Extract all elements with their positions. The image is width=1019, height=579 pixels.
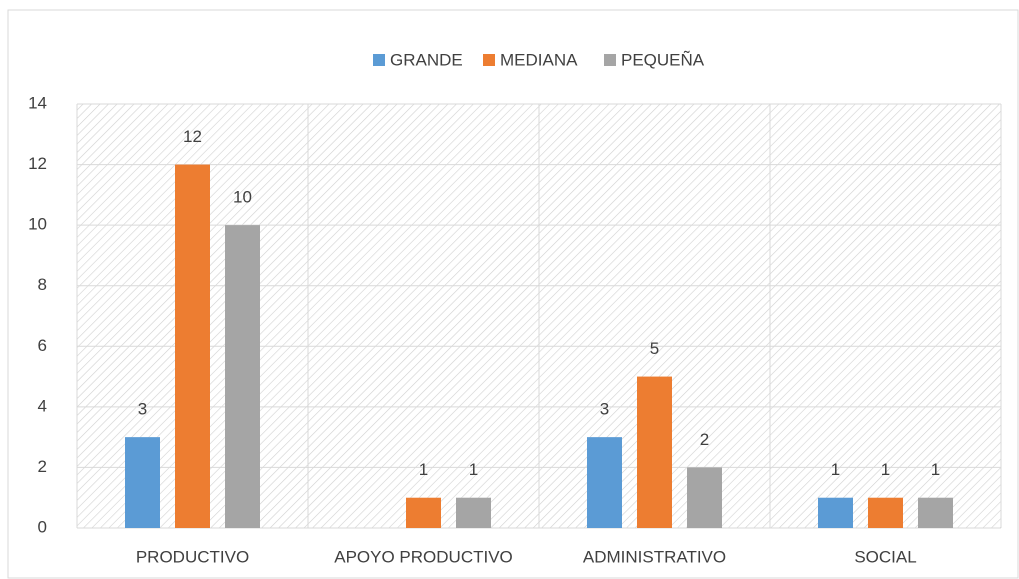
y-tick-label: 2 — [38, 457, 47, 476]
data-label: 1 — [419, 460, 428, 479]
bar — [687, 467, 722, 528]
data-label: 1 — [469, 460, 478, 479]
bar — [125, 437, 160, 528]
legend-swatch — [483, 54, 495, 66]
x-tick-label: APOYO PRODUCTIVO — [334, 547, 513, 566]
bar — [868, 497, 903, 528]
data-label: 1 — [831, 460, 840, 479]
bar — [587, 437, 622, 528]
y-tick-label: 12 — [28, 154, 47, 173]
bar — [818, 497, 853, 528]
y-tick-label: 10 — [28, 215, 47, 234]
data-label: 1 — [931, 460, 940, 479]
y-tick-label: 6 — [38, 336, 47, 355]
x-tick-label: PRODUCTIVO — [136, 547, 249, 566]
data-label: 10 — [233, 188, 252, 207]
bar — [406, 497, 441, 528]
bar — [637, 376, 672, 528]
data-label: 5 — [650, 339, 659, 358]
y-tick-label: 0 — [38, 517, 47, 536]
data-label: 3 — [138, 400, 147, 419]
legend-swatch — [373, 54, 385, 66]
data-label: 2 — [700, 430, 709, 449]
x-tick-label: ADMINISTRATIVO — [583, 547, 726, 566]
legend-swatch — [604, 54, 616, 66]
data-label: 12 — [183, 127, 202, 146]
bar — [225, 225, 260, 528]
bar — [918, 497, 953, 528]
legend-label: PEQUEÑA — [621, 50, 705, 69]
data-label: 1 — [881, 460, 890, 479]
y-tick-label: 8 — [38, 275, 47, 294]
data-label: 3 — [600, 400, 609, 419]
bar — [456, 497, 491, 528]
y-tick-label: 14 — [28, 93, 47, 112]
x-tick-label: SOCIAL — [854, 547, 916, 566]
bar — [175, 164, 210, 529]
legend-label: MEDIANA — [500, 50, 578, 69]
legend-label: GRANDE — [390, 50, 463, 69]
y-tick-label: 4 — [38, 396, 47, 415]
